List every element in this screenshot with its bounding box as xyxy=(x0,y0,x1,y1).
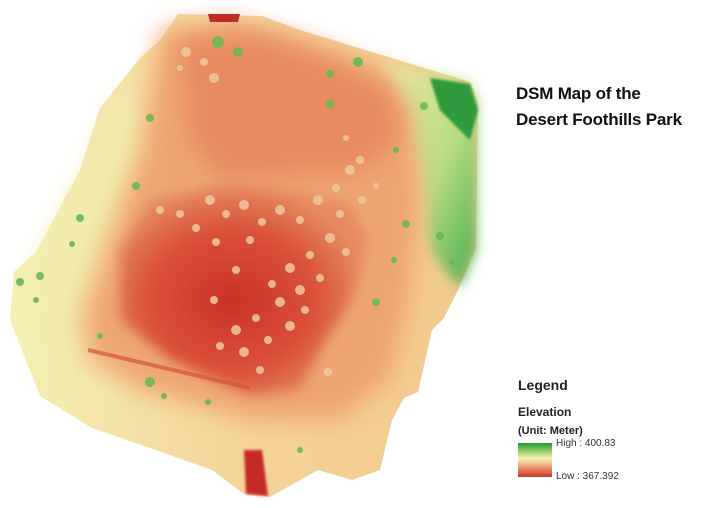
legend-high-label: High : 400.83 xyxy=(556,438,616,449)
north-lobe xyxy=(180,36,400,180)
north-notch xyxy=(208,14,240,22)
map-title-line-1: DSM Map of the xyxy=(516,84,641,103)
elevation-color-ramp xyxy=(518,443,552,477)
tree-canopies xyxy=(156,47,379,376)
vegetation-patches xyxy=(16,36,455,453)
legend: Legend Elevation (Unit: Meter) High : 40… xyxy=(516,375,706,495)
map-title-line-2: Desert Foothills Park xyxy=(516,110,682,129)
legend-low-label: Low : 367.392 xyxy=(556,471,619,482)
legend-heading: Legend xyxy=(518,377,568,393)
east-ridge xyxy=(430,78,478,140)
south-channel xyxy=(244,450,268,496)
legend-layer-name: Elevation xyxy=(518,405,572,419)
west-channel xyxy=(87,348,251,390)
low-core xyxy=(120,184,368,396)
legend-unit: (Unit: Meter) xyxy=(518,425,583,437)
